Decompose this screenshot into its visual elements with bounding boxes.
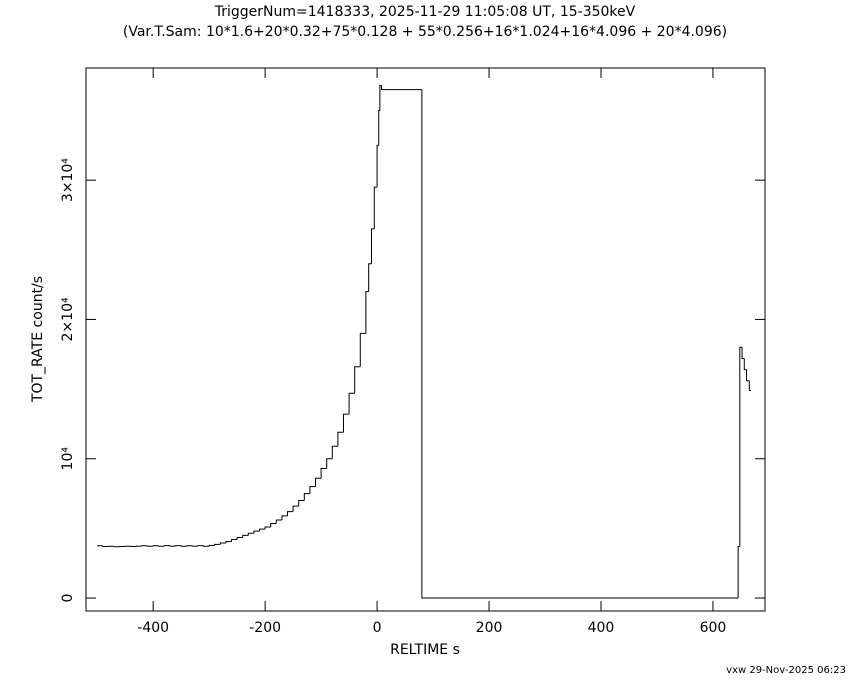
- step-segment: [737, 546, 740, 599]
- step-segment: [309, 486, 316, 494]
- step-segment: [298, 500, 305, 507]
- step-segment: [315, 477, 322, 487]
- step-segment: [746, 369, 750, 382]
- step-segment: [231, 539, 238, 542]
- step-segment: [326, 458, 333, 469]
- step-segment: [741, 347, 745, 359]
- step-segment: [320, 467, 327, 479]
- step-segment: [180, 545, 187, 547]
- step-segment: [287, 511, 294, 516]
- step-segment: [275, 519, 282, 524]
- footer: vxw 29-Nov-2025 06:23: [726, 665, 846, 676]
- y-axis-label: TOT_RATE count/s: [30, 276, 46, 403]
- step-segment: [219, 542, 226, 545]
- step-segment: [225, 541, 232, 544]
- step-segment: [368, 263, 372, 292]
- step-segment: [102, 545, 109, 548]
- step-segment: [203, 545, 210, 547]
- step-segment: [163, 545, 170, 547]
- x-tick-label: 0: [373, 620, 382, 636]
- step-segment: [242, 534, 249, 538]
- step-segment: [379, 84, 382, 111]
- y-tick-label: 2×10⁴: [60, 297, 76, 341]
- step-segment: [303, 493, 310, 501]
- step-segment: [373, 186, 378, 229]
- step-segment: [376, 144, 379, 188]
- step-segment: [348, 392, 355, 415]
- step-segment: [354, 366, 361, 394]
- step-segment: [743, 358, 747, 371]
- chart-subtitle: (Var.T.Sam: 10*1.6+20*0.32+75*0.128 + 55…: [123, 24, 727, 40]
- step-segment: [359, 332, 366, 367]
- x-tick-label: 200: [476, 620, 503, 636]
- y-tick-label: 10⁴: [60, 447, 76, 471]
- step-segment: [370, 228, 375, 264]
- step-segment: [739, 346, 743, 547]
- step-segment: [421, 89, 739, 599]
- x-tick-label: -400: [137, 620, 169, 636]
- step-segment: [270, 523, 277, 528]
- step-segment: [381, 85, 422, 91]
- step-segment: [748, 380, 752, 391]
- x-tick-label: -200: [249, 620, 281, 636]
- step-segment: [247, 532, 254, 536]
- y-tick-label: 0: [60, 594, 76, 603]
- step-segment: [342, 413, 350, 433]
- x-tick-label: 400: [588, 620, 615, 636]
- step-segment: [264, 526, 271, 530]
- step-segment: [292, 505, 299, 512]
- step-segment: [113, 546, 120, 548]
- y-tick-label: 3×10⁴: [60, 158, 76, 202]
- step-segment: [378, 109, 380, 146]
- x-axis-label: RELTIME s: [390, 642, 460, 658]
- step-segment: [281, 515, 288, 521]
- step-segment: [259, 528, 266, 532]
- step-segment: [236, 536, 243, 540]
- step-segment: [208, 544, 215, 547]
- x-tick-label: 600: [700, 620, 727, 636]
- step-segment: [214, 543, 221, 546]
- step-segment: [337, 431, 344, 447]
- step-segment: [331, 445, 338, 459]
- chart-title: TriggerNum=1418333, 2025-11-29 11:05:08 …: [214, 4, 636, 20]
- step-segment: [365, 291, 369, 334]
- plot-frame: [85, 67, 766, 612]
- step-segment: [253, 530, 260, 534]
